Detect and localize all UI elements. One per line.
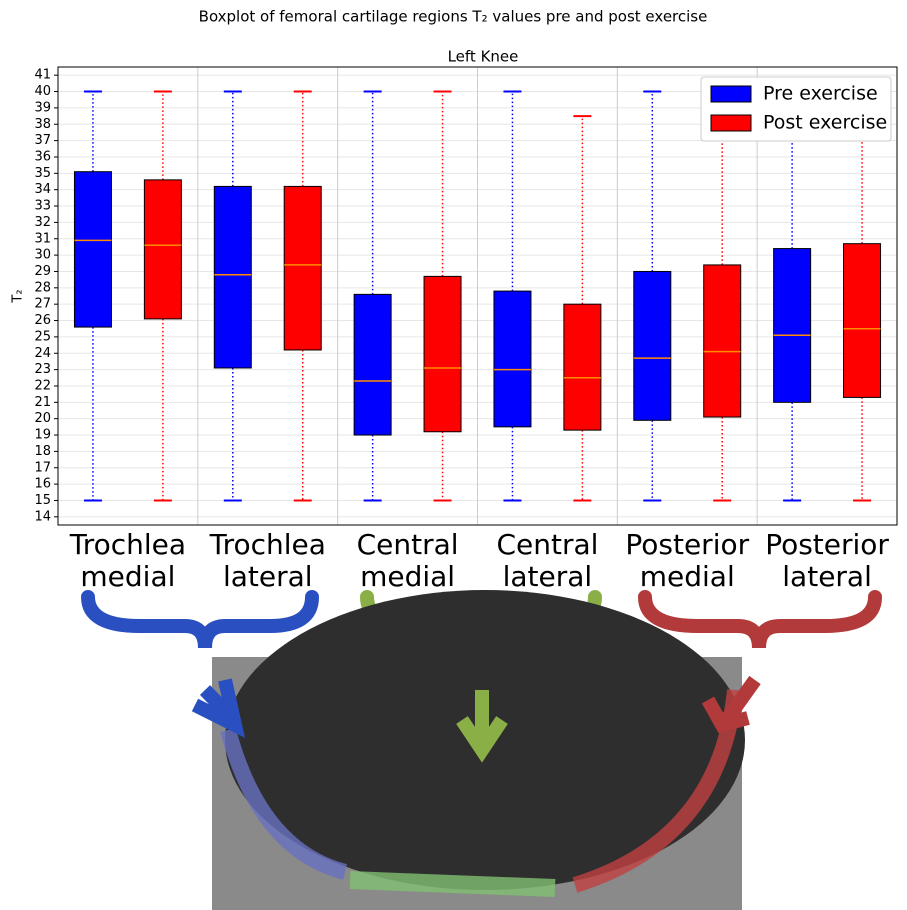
y-tick-label: 33 [34,199,51,214]
y-tick-label: 39 [34,100,51,115]
y-tick-label: 26 [34,313,51,328]
legend-swatch [711,115,751,131]
y-tick-label: 31 [34,231,51,246]
y-tick-label: 32 [34,215,51,230]
box [284,186,321,350]
box [844,244,881,398]
y-tick-label: 38 [34,117,51,132]
y-tick-label: 23 [34,362,51,377]
y-tick-label: 20 [34,411,51,426]
y-tick-label: 40 [34,84,51,99]
y-tick-label: 24 [34,346,51,361]
y-tick-label: 27 [34,297,51,312]
box [424,276,461,431]
box [494,291,531,427]
y-tick-label: 41 [34,68,51,83]
box [74,172,111,327]
box [564,304,601,430]
legend-label: Post exercise [763,112,887,134]
y-tick-label: 25 [34,329,51,344]
box [354,294,391,435]
box [214,186,251,368]
chart-title: Boxplot of femoral cartilage regions T₂ … [199,8,708,26]
y-tick-label: 37 [34,133,51,148]
y-tick-label: 30 [34,248,51,263]
y-tick-label: 17 [34,460,51,475]
box [774,249,811,403]
y-tick-label: 36 [34,149,51,164]
bracket [645,597,875,648]
legend-label: Pre exercise [763,83,878,105]
bracket [88,597,312,648]
y-tick-label: 19 [34,428,51,443]
box [634,271,671,420]
y-tick-label: 15 [34,493,51,508]
y-axis-label: T₂ [11,289,26,303]
y-tick-label: 18 [34,444,51,459]
y-tick-label: 14 [34,509,51,524]
legend-swatch [711,86,751,102]
y-tick-label: 35 [34,166,51,181]
y-tick-label: 16 [34,477,51,492]
y-tick-label: 22 [34,378,51,393]
y-tick-label: 29 [34,264,51,279]
region-overlay [350,880,555,888]
y-tick-label: 34 [34,182,51,197]
knee-diagram [88,590,875,910]
figure: Boxplot of femoral cartilage regions T₂ … [0,0,907,910]
box [144,180,181,319]
box [704,265,741,417]
y-tick-label: 28 [34,280,51,295]
y-tick-label: 21 [34,395,51,410]
subtitle: Left Knee [448,48,519,66]
